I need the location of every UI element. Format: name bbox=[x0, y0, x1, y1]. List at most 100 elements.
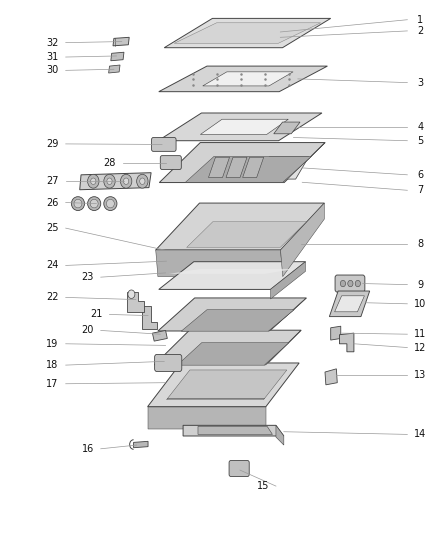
Text: 32: 32 bbox=[46, 38, 59, 47]
Text: 9: 9 bbox=[417, 280, 424, 289]
Ellipse shape bbox=[106, 199, 114, 208]
Text: 17: 17 bbox=[46, 379, 59, 389]
Text: 18: 18 bbox=[46, 360, 59, 370]
Ellipse shape bbox=[90, 199, 98, 208]
Polygon shape bbox=[256, 157, 309, 179]
Polygon shape bbox=[198, 426, 272, 434]
Circle shape bbox=[140, 178, 145, 184]
Text: 8: 8 bbox=[417, 239, 424, 249]
Text: 16: 16 bbox=[81, 444, 94, 454]
Polygon shape bbox=[111, 52, 124, 61]
Polygon shape bbox=[148, 363, 299, 407]
Text: 2: 2 bbox=[417, 26, 424, 36]
Polygon shape bbox=[203, 72, 293, 86]
Text: 7: 7 bbox=[417, 185, 424, 195]
FancyBboxPatch shape bbox=[155, 354, 182, 372]
Polygon shape bbox=[226, 157, 247, 177]
Polygon shape bbox=[127, 292, 144, 312]
Text: 10: 10 bbox=[414, 299, 427, 309]
Circle shape bbox=[120, 174, 132, 188]
Circle shape bbox=[355, 280, 360, 287]
Circle shape bbox=[104, 174, 115, 188]
Text: 4: 4 bbox=[417, 122, 424, 132]
Circle shape bbox=[88, 174, 99, 188]
Ellipse shape bbox=[74, 199, 82, 208]
Polygon shape bbox=[208, 157, 230, 177]
Text: 1: 1 bbox=[417, 15, 424, 25]
Text: 20: 20 bbox=[81, 326, 94, 335]
Text: 14: 14 bbox=[414, 430, 427, 439]
Polygon shape bbox=[187, 222, 307, 247]
Polygon shape bbox=[274, 122, 300, 134]
Polygon shape bbox=[335, 296, 364, 312]
Polygon shape bbox=[134, 441, 148, 448]
Ellipse shape bbox=[88, 197, 101, 211]
Polygon shape bbox=[264, 330, 301, 365]
Polygon shape bbox=[152, 330, 167, 341]
Polygon shape bbox=[148, 407, 266, 429]
Circle shape bbox=[348, 280, 353, 287]
Polygon shape bbox=[154, 330, 301, 365]
Text: 29: 29 bbox=[46, 139, 59, 149]
Text: 22: 22 bbox=[46, 293, 59, 302]
Text: 25: 25 bbox=[46, 223, 59, 233]
Polygon shape bbox=[156, 203, 324, 250]
Text: 15: 15 bbox=[257, 481, 269, 491]
Text: 3: 3 bbox=[417, 78, 424, 87]
Ellipse shape bbox=[71, 197, 85, 211]
Polygon shape bbox=[164, 19, 331, 48]
FancyBboxPatch shape bbox=[152, 138, 176, 151]
Polygon shape bbox=[156, 250, 283, 277]
Text: 31: 31 bbox=[46, 52, 59, 62]
Text: 21: 21 bbox=[90, 310, 102, 319]
Polygon shape bbox=[158, 113, 322, 141]
Polygon shape bbox=[169, 269, 295, 274]
Text: 27: 27 bbox=[46, 176, 59, 186]
Polygon shape bbox=[113, 37, 129, 46]
Text: 19: 19 bbox=[46, 339, 59, 349]
Text: 28: 28 bbox=[103, 158, 116, 167]
Text: 24: 24 bbox=[46, 261, 59, 270]
Polygon shape bbox=[159, 143, 325, 182]
Polygon shape bbox=[181, 310, 294, 331]
Polygon shape bbox=[166, 370, 287, 400]
Circle shape bbox=[91, 178, 96, 184]
Polygon shape bbox=[185, 156, 311, 182]
Polygon shape bbox=[283, 143, 325, 182]
Polygon shape bbox=[177, 343, 289, 365]
FancyBboxPatch shape bbox=[160, 156, 181, 169]
Polygon shape bbox=[158, 298, 307, 331]
Polygon shape bbox=[325, 369, 337, 385]
Polygon shape bbox=[339, 333, 354, 352]
Text: 11: 11 bbox=[414, 329, 427, 339]
Polygon shape bbox=[183, 425, 284, 436]
Text: 6: 6 bbox=[417, 170, 424, 180]
Circle shape bbox=[107, 178, 112, 184]
Polygon shape bbox=[80, 173, 151, 190]
Ellipse shape bbox=[104, 197, 117, 211]
Circle shape bbox=[340, 280, 346, 287]
Text: 23: 23 bbox=[81, 272, 94, 282]
Polygon shape bbox=[276, 425, 284, 445]
Text: 13: 13 bbox=[414, 370, 427, 380]
Circle shape bbox=[124, 178, 129, 184]
Polygon shape bbox=[280, 203, 324, 277]
Polygon shape bbox=[270, 262, 305, 299]
Polygon shape bbox=[329, 291, 370, 317]
Polygon shape bbox=[109, 65, 120, 73]
Polygon shape bbox=[243, 157, 264, 177]
Polygon shape bbox=[268, 298, 307, 331]
Text: 26: 26 bbox=[46, 198, 59, 207]
Text: 12: 12 bbox=[414, 343, 427, 352]
Polygon shape bbox=[201, 119, 288, 134]
Polygon shape bbox=[331, 326, 341, 340]
Polygon shape bbox=[142, 306, 157, 329]
Polygon shape bbox=[159, 262, 305, 289]
Polygon shape bbox=[159, 66, 328, 92]
Text: 5: 5 bbox=[417, 136, 424, 146]
Circle shape bbox=[128, 290, 135, 298]
Circle shape bbox=[137, 174, 148, 188]
Text: 30: 30 bbox=[46, 66, 59, 75]
Polygon shape bbox=[174, 23, 321, 43]
FancyBboxPatch shape bbox=[335, 275, 365, 292]
